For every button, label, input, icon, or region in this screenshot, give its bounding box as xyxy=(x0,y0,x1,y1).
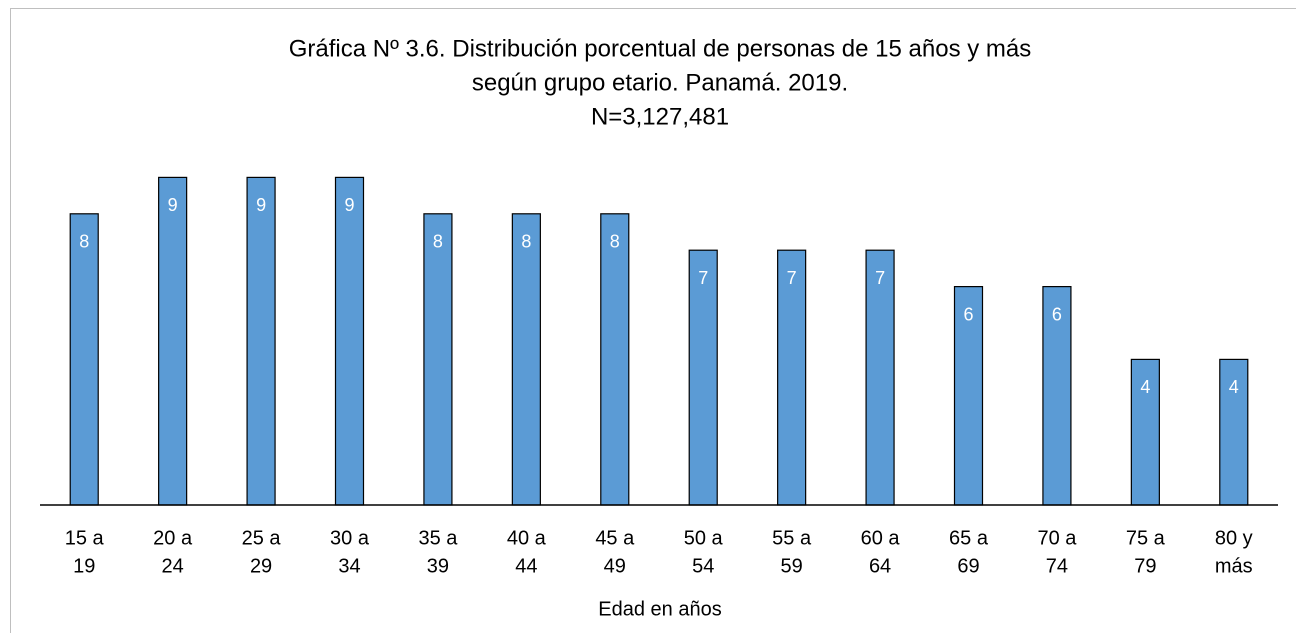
x-tick-label: 59 xyxy=(781,555,803,577)
x-tick-label: 75 a xyxy=(1126,527,1166,549)
x-tick-label: 40 a xyxy=(507,527,547,549)
x-tick-label: 65 a xyxy=(949,527,989,549)
data-label: 9 xyxy=(344,195,354,215)
chart-title: según grupo etario. Panamá. 2019. xyxy=(472,69,848,96)
bar xyxy=(777,249,807,506)
data-label: 9 xyxy=(168,195,178,215)
data-label: 6 xyxy=(1052,304,1062,324)
x-tick-label: 39 xyxy=(427,555,449,577)
data-label: 4 xyxy=(1140,377,1150,397)
x-tick-label: 25 a xyxy=(242,527,282,549)
x-tick-label: 70 a xyxy=(1037,527,1077,549)
data-label: 9 xyxy=(256,195,266,215)
x-tick-label: 80 y xyxy=(1215,527,1253,549)
x-axis-title: Edad en años xyxy=(598,598,721,620)
x-tick-label: 44 xyxy=(515,555,537,577)
chart-border xyxy=(10,8,1296,633)
x-tick-label: 54 xyxy=(692,555,714,577)
bar xyxy=(1219,358,1249,506)
bar xyxy=(511,213,541,506)
bar xyxy=(953,286,984,506)
chart-title: Gráfica Nº 3.6. Distribución porcentual … xyxy=(289,35,1032,62)
x-tick-label: 20 a xyxy=(153,527,193,549)
x-tick-label: 24 xyxy=(162,555,184,577)
bar xyxy=(865,249,895,506)
x-tick-label: 15 a xyxy=(65,527,105,549)
x-tick-label: 30 a xyxy=(330,527,370,549)
data-label: 8 xyxy=(79,232,89,252)
bar xyxy=(600,213,630,506)
x-tick-label: 50 a xyxy=(684,527,724,549)
data-label: 7 xyxy=(698,268,708,288)
x-tick-label: 55 a xyxy=(772,527,812,549)
bar xyxy=(69,213,99,506)
data-label: 8 xyxy=(433,232,443,252)
chart-title: N=3,127,481 xyxy=(591,103,729,130)
bar xyxy=(158,176,188,506)
bar xyxy=(334,176,365,506)
bar xyxy=(423,213,453,506)
bar xyxy=(688,249,718,506)
x-tick-label: 74 xyxy=(1046,555,1068,577)
data-label: 7 xyxy=(875,268,885,288)
x-tick-label: 64 xyxy=(869,555,891,577)
x-tick-label: 35 a xyxy=(418,527,458,549)
x-tick-label: 34 xyxy=(338,555,360,577)
data-label: 8 xyxy=(521,232,531,252)
data-label: 8 xyxy=(610,232,620,252)
data-label: 4 xyxy=(1229,377,1239,397)
data-label: 7 xyxy=(787,268,797,288)
x-tick-label: 19 xyxy=(73,555,95,577)
bar xyxy=(1042,286,1072,506)
x-tick-label: 79 xyxy=(1134,555,1156,577)
x-tick-label: 49 xyxy=(604,555,626,577)
data-label: 6 xyxy=(963,304,973,324)
x-tick-label: más xyxy=(1215,555,1253,577)
bar xyxy=(246,176,276,506)
x-tick-label: 69 xyxy=(957,555,979,577)
x-tick-label: 60 a xyxy=(861,527,901,549)
x-tick-label: 45 a xyxy=(595,527,635,549)
x-tick-label: 29 xyxy=(250,555,272,577)
